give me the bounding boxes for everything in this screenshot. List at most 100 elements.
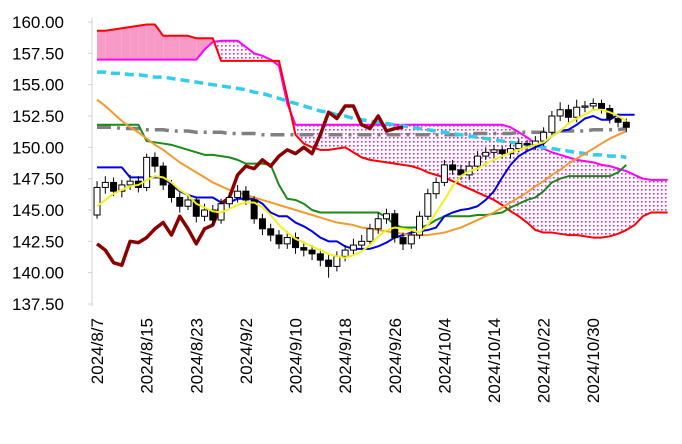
candle-body bbox=[176, 196, 184, 207]
x-tick-label: 2024/8/15 bbox=[138, 318, 157, 394]
cloud-fill bbox=[105, 29, 114, 60]
candle-body bbox=[374, 218, 382, 230]
candle-body bbox=[151, 156, 159, 167]
candle-body bbox=[126, 180, 134, 186]
cloud-fill bbox=[179, 35, 188, 60]
cloud-fill bbox=[659, 179, 668, 213]
candle-body bbox=[622, 121, 630, 128]
y-tick-label: 160.00 bbox=[12, 13, 64, 32]
candle-body bbox=[300, 247, 308, 251]
candle-body bbox=[101, 181, 109, 188]
candle-body bbox=[391, 213, 399, 239]
cloud-fill bbox=[576, 159, 585, 237]
cloud-fill bbox=[601, 164, 610, 238]
candle-body bbox=[358, 240, 366, 246]
cloud-fill bbox=[121, 27, 131, 60]
cloud-fill bbox=[345, 124, 354, 153]
cloud-fill bbox=[436, 124, 445, 178]
candle-body bbox=[250, 199, 258, 220]
candle-body bbox=[234, 190, 242, 198]
cloud-fill bbox=[130, 25, 139, 60]
cloud-fill bbox=[651, 179, 660, 213]
candle-body bbox=[159, 165, 167, 186]
cloud-fill bbox=[510, 127, 519, 217]
candle-body bbox=[292, 237, 300, 249]
line bbox=[97, 123, 627, 229]
cloud-fill bbox=[618, 168, 627, 234]
y-tick-label: 147.50 bbox=[12, 170, 64, 189]
cloud-fill bbox=[494, 124, 503, 205]
line bbox=[97, 23, 668, 239]
x-tick-label: 2024/9/2 bbox=[237, 318, 256, 384]
candle-body bbox=[308, 249, 316, 255]
line bbox=[96, 108, 627, 259]
cloud-fill bbox=[593, 162, 602, 238]
candle-body bbox=[589, 102, 597, 107]
cloud-fill bbox=[626, 171, 635, 231]
cloud-fill bbox=[642, 178, 652, 217]
cloud-fill bbox=[361, 124, 370, 160]
x-tick-label: 2024/10/4 bbox=[435, 318, 454, 394]
candle-body bbox=[473, 155, 481, 167]
cloud-fill bbox=[568, 157, 577, 236]
candle-body bbox=[407, 234, 415, 245]
candle-body bbox=[325, 259, 333, 267]
cloud-fill bbox=[560, 154, 569, 236]
candle-body bbox=[333, 255, 341, 267]
cloud-fill bbox=[188, 35, 197, 60]
candle-body bbox=[490, 149, 498, 153]
candle-body bbox=[201, 209, 209, 217]
candle-body bbox=[184, 199, 192, 207]
x-tick-label: 2024/9/10 bbox=[287, 318, 306, 394]
cloud-fill bbox=[369, 124, 379, 162]
x-tick-label: 2024/10/30 bbox=[584, 318, 603, 403]
line bbox=[95, 104, 404, 267]
candle-body bbox=[498, 149, 506, 155]
cloud-fill bbox=[245, 47, 255, 61]
candle-body bbox=[598, 102, 606, 109]
candle-body bbox=[349, 244, 357, 251]
cloud-fill bbox=[328, 124, 337, 150]
candle-body bbox=[614, 118, 622, 123]
y-tick-label: 145.00 bbox=[12, 201, 64, 220]
x-tick-label: 2024/8/7 bbox=[88, 318, 107, 384]
candle-body bbox=[523, 143, 531, 146]
candle-body bbox=[267, 228, 275, 236]
cloud-fill bbox=[229, 40, 238, 61]
y-tick-label: 142.50 bbox=[12, 232, 64, 251]
cloud-fill bbox=[254, 53, 263, 61]
candle-body bbox=[548, 115, 556, 133]
y-tick-label: 137.50 bbox=[12, 295, 64, 314]
candle-body bbox=[366, 228, 374, 242]
candle-body bbox=[515, 143, 523, 150]
candle-body bbox=[432, 181, 440, 195]
cloud-fill bbox=[502, 124, 511, 212]
candle-body bbox=[482, 151, 490, 157]
candle-body bbox=[192, 199, 200, 217]
x-tick-label: 2024/9/26 bbox=[386, 318, 405, 394]
candle-body bbox=[457, 169, 465, 176]
candle-body bbox=[424, 193, 432, 217]
cloud-fill bbox=[427, 124, 437, 175]
cloud-fill bbox=[419, 124, 428, 173]
candle-body bbox=[581, 105, 589, 108]
cloud-fill bbox=[403, 124, 412, 167]
candle-body bbox=[540, 131, 548, 142]
x-tick-label: 2024/8/23 bbox=[187, 318, 206, 394]
candle-body bbox=[399, 237, 407, 245]
cloud-fill bbox=[535, 143, 544, 233]
candle-body bbox=[225, 196, 233, 205]
cloud-fill bbox=[634, 174, 643, 226]
candle-body bbox=[341, 249, 349, 257]
candle-body bbox=[143, 156, 151, 188]
candle-body bbox=[275, 234, 283, 245]
candle-body bbox=[440, 164, 448, 183]
candle-body bbox=[209, 209, 217, 221]
cloud-fill bbox=[113, 28, 122, 60]
candle-body bbox=[242, 190, 250, 201]
cloud-fill bbox=[469, 124, 478, 193]
cloud-fill bbox=[163, 35, 172, 60]
cloud-fill bbox=[584, 161, 594, 238]
